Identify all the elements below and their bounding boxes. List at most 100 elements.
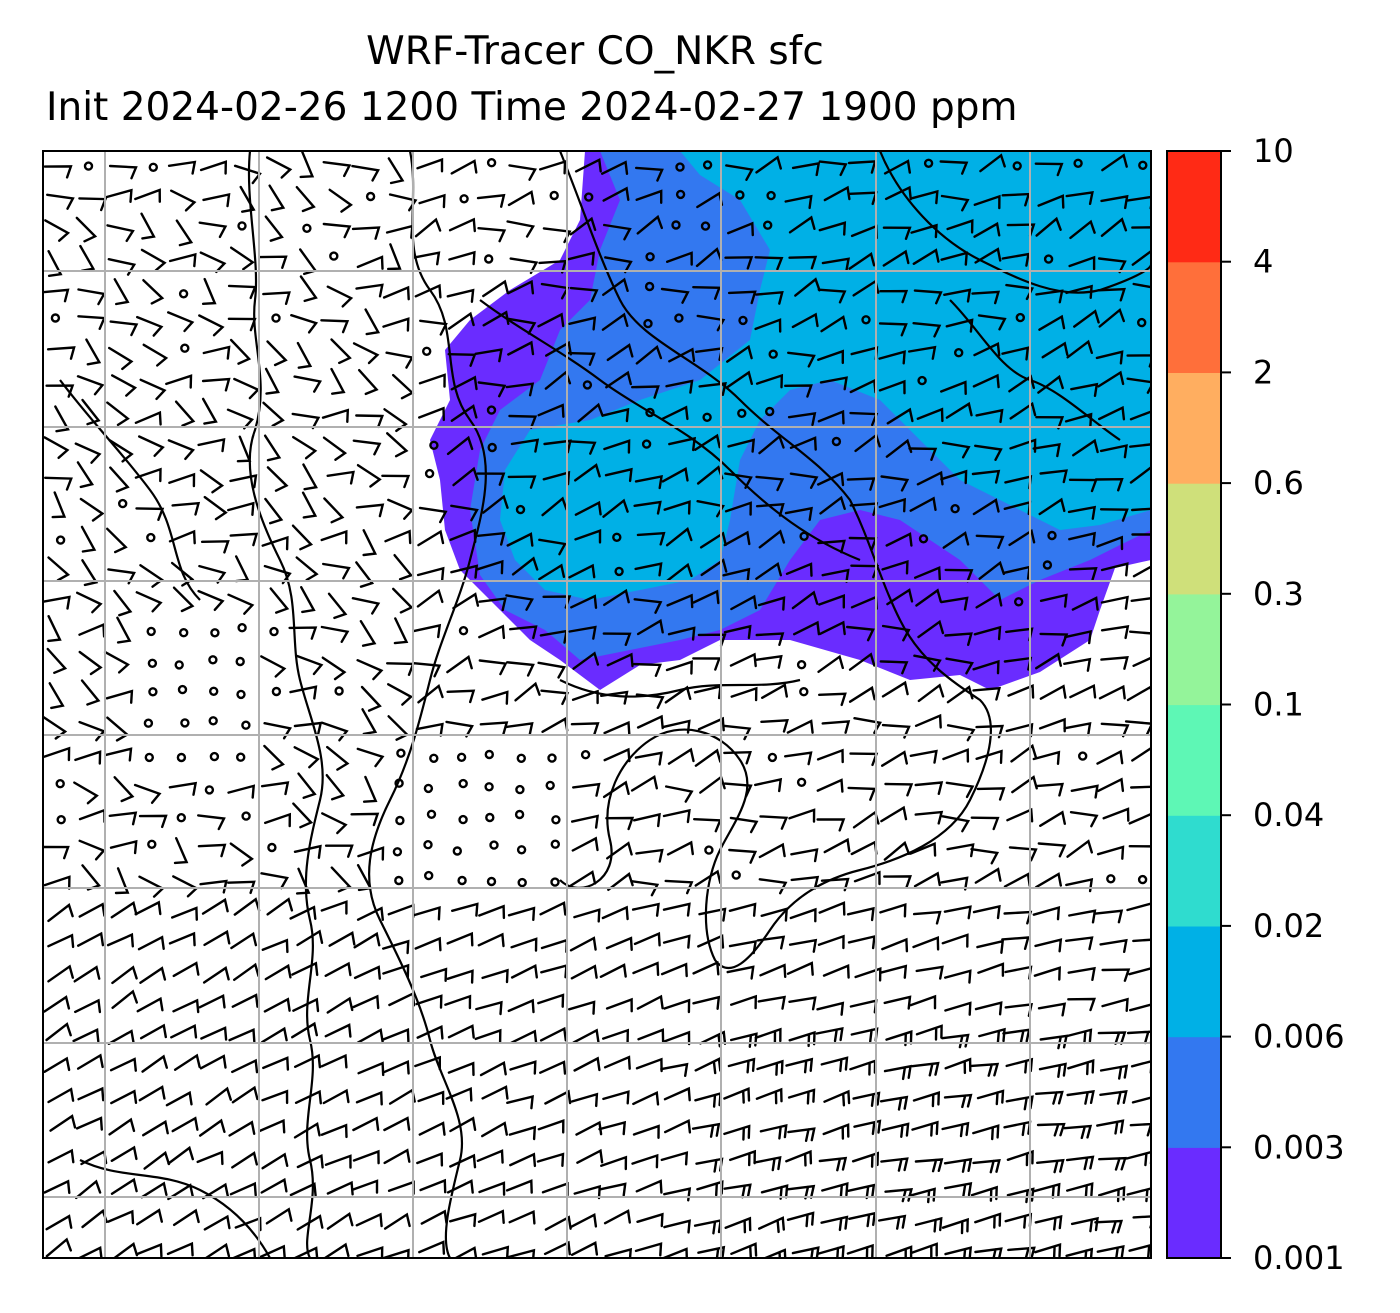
wind-barb <box>1039 593 1068 608</box>
wind-barb <box>418 193 446 209</box>
wind-barb <box>978 1027 1006 1044</box>
calm-wind-circle <box>458 814 468 825</box>
calm-wind-circle <box>704 845 714 855</box>
wind-barb <box>1096 845 1125 860</box>
wind-barb <box>753 1155 782 1172</box>
wind-barb <box>603 1209 631 1225</box>
wind-barb <box>633 931 661 947</box>
wind-barb <box>944 1182 973 1198</box>
calm-wind-circle <box>1073 158 1083 169</box>
wind-barb <box>110 1145 138 1162</box>
calm-wind-circle <box>241 811 251 821</box>
wind-barb <box>446 655 473 674</box>
wind-barb <box>1072 438 1099 457</box>
wind-barb <box>941 1121 970 1138</box>
calm-wind-circle <box>1014 597 1024 607</box>
wind-barb <box>912 935 940 951</box>
wind-barb <box>632 1124 660 1139</box>
calm-wind-circle <box>702 160 713 170</box>
wind-barb <box>660 962 688 978</box>
wind-barb <box>506 220 536 238</box>
calm-wind-circle <box>1047 530 1057 541</box>
wind-barb <box>1005 722 1034 738</box>
wind-barb <box>914 566 941 581</box>
wind-barb <box>1132 1215 1151 1229</box>
wind-barb <box>196 1150 224 1166</box>
wind-barb <box>138 435 165 457</box>
wind-barb <box>104 747 133 762</box>
wind-barb <box>1068 531 1096 547</box>
wind-barb <box>634 474 663 490</box>
wind-barb <box>507 1248 536 1258</box>
wind-barb <box>790 848 819 863</box>
wind-barb <box>481 690 509 705</box>
wind-barb <box>941 441 971 459</box>
wind-barb <box>79 497 105 522</box>
wind-barb <box>450 504 479 522</box>
wind-barb <box>914 810 944 825</box>
wind-barb <box>133 783 162 804</box>
wind-barb <box>692 286 722 300</box>
wind-barb <box>387 683 414 706</box>
wind-barb <box>1069 811 1099 828</box>
wind-barb <box>1037 374 1064 394</box>
calm-wind-circle <box>861 315 871 325</box>
wind-barb <box>1095 350 1124 365</box>
wind-barb <box>351 164 380 182</box>
wind-barb <box>116 616 132 644</box>
calm-wind-circle <box>765 406 775 417</box>
wind-barb <box>44 476 73 491</box>
wind-barb <box>324 961 352 977</box>
calm-wind-circle <box>458 778 468 789</box>
calm-wind-circle <box>584 192 594 202</box>
wind-barb <box>418 506 448 524</box>
wind-barb <box>754 318 782 333</box>
wind-barb <box>110 900 138 919</box>
wind-barb <box>791 161 821 177</box>
wind-barb <box>262 1056 290 1071</box>
wind-barb <box>476 472 506 486</box>
wind-barb <box>664 685 692 704</box>
wind-barb <box>878 1214 907 1230</box>
calm-wind-circle <box>178 289 189 299</box>
wind-barb <box>601 312 629 331</box>
wind-barb <box>634 1242 663 1257</box>
wind-barb <box>136 996 164 1013</box>
wind-barb <box>698 382 727 396</box>
wind-barb <box>260 1026 288 1044</box>
wind-barb <box>293 1121 321 1139</box>
wind-barb <box>294 1053 322 1069</box>
wind-barb <box>635 189 663 204</box>
wind-barb <box>326 285 354 308</box>
wind-barb <box>200 540 230 554</box>
wind-barb <box>417 529 445 547</box>
wind-barb <box>817 654 844 673</box>
wind-barb <box>1126 1187 1151 1203</box>
wind-barb <box>140 212 156 240</box>
wind-barb <box>728 848 758 864</box>
wind-barb <box>351 597 381 615</box>
wind-barb <box>572 651 600 670</box>
wind-barb <box>78 622 106 638</box>
calm-wind-circle <box>551 815 561 825</box>
wind-barb <box>1034 872 1062 889</box>
wind-barb <box>730 1032 758 1048</box>
wind-barb <box>539 1026 567 1042</box>
wind-barb <box>168 931 196 947</box>
wind-barb <box>43 288 70 303</box>
wind-barb <box>570 1092 599 1108</box>
wind-barb <box>944 1057 972 1075</box>
wind-barb <box>603 223 632 241</box>
wind-barb <box>199 469 225 494</box>
wind-barb <box>1098 307 1125 328</box>
wind-barb <box>1124 720 1151 736</box>
wind-barb <box>352 1116 380 1132</box>
wind-barb <box>326 996 354 1014</box>
wind-barb <box>603 747 631 763</box>
wind-barb <box>788 215 816 234</box>
wind-barb <box>1129 465 1151 484</box>
wind-barb <box>974 444 1003 461</box>
wind-barb <box>666 840 694 856</box>
wind-barb <box>476 1149 504 1164</box>
colorbar-tick-label: 0.04 <box>1253 796 1324 834</box>
